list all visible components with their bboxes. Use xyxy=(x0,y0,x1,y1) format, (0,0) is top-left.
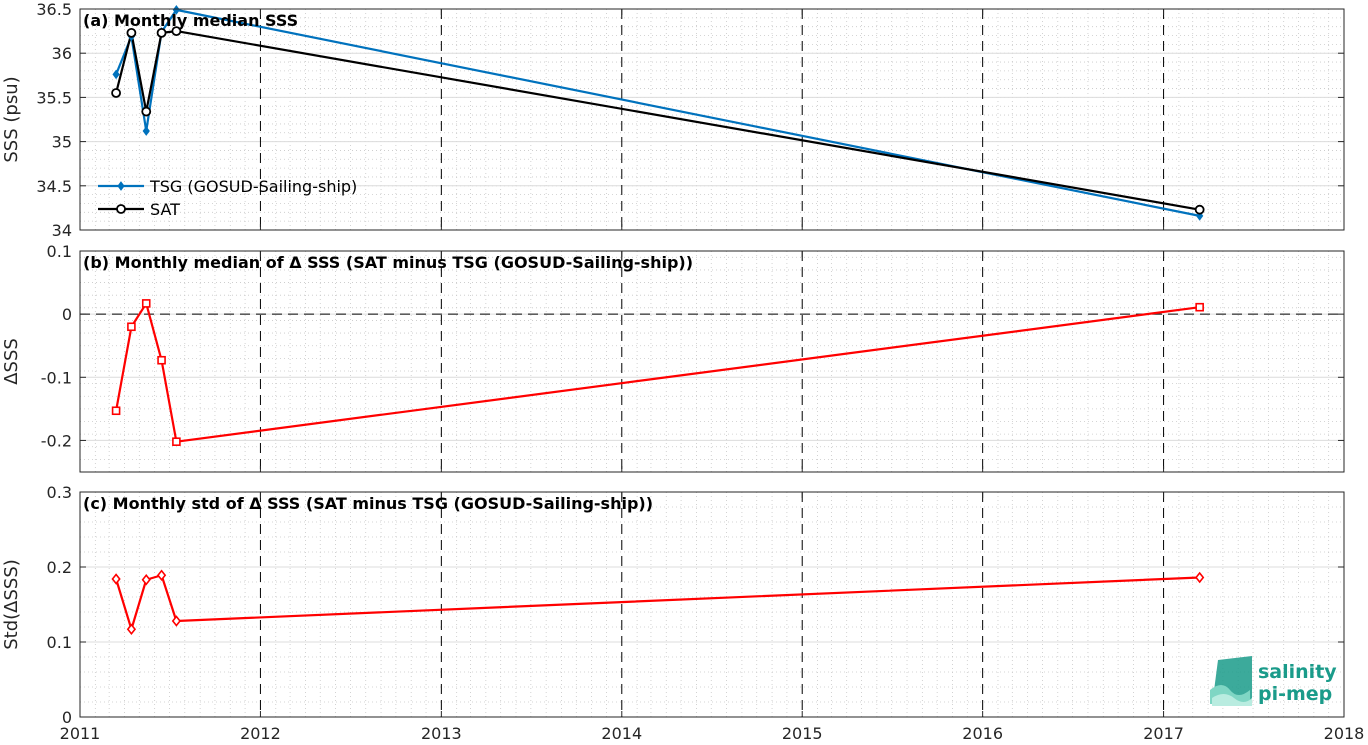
y-tick-label: 35.5 xyxy=(36,88,72,107)
x-tick-label: 2013 xyxy=(421,724,462,743)
y-axis-label: ΔSSS xyxy=(1,338,22,385)
y-tick-label: 0 xyxy=(62,305,72,324)
data-point xyxy=(116,204,126,214)
series-line-1 xyxy=(115,30,1200,211)
series-markers-1 xyxy=(111,26,1205,215)
data-point xyxy=(141,106,152,117)
x-tick-label: 2011 xyxy=(60,724,101,743)
data-point xyxy=(142,126,150,136)
legend-entry: TSG (GOSUD-Sailing-ship) xyxy=(149,177,357,196)
legend-entry: SAT xyxy=(150,200,180,219)
y-tick-label: 0.3 xyxy=(47,483,72,502)
series-line-0 xyxy=(115,302,1200,443)
plot-area xyxy=(80,9,1344,230)
data-point xyxy=(112,69,120,80)
data-point xyxy=(1195,571,1205,584)
series-markers-0 xyxy=(111,569,1205,636)
x-tick-label: 2014 xyxy=(601,724,642,743)
y-tick-label: 36 xyxy=(52,44,72,63)
data-point xyxy=(1195,302,1204,312)
y-tick-label: 34 xyxy=(52,221,72,240)
data-point xyxy=(111,88,121,98)
panel-b: -0.2 -0.1 0 0.1 ΔSSS (b) Monthly median of Δ … xyxy=(1,242,1345,473)
x-tick-label: 2016 xyxy=(962,724,1003,743)
y-tick-label: 34.5 xyxy=(36,177,72,196)
data-point xyxy=(156,569,167,582)
y-tick-label: 35 xyxy=(52,133,72,152)
panel-title: (a) Monthly median SSS xyxy=(83,11,298,30)
data-point xyxy=(141,573,151,586)
logo-text-pimep: pi-mep xyxy=(1258,683,1332,705)
axes-box xyxy=(79,491,1345,718)
data-point xyxy=(111,406,121,416)
series-line-0 xyxy=(115,574,1200,631)
legend: TSG (GOSUD-Sailing-ship) SAT xyxy=(98,177,357,219)
plot-area xyxy=(80,492,1344,717)
panel-title: (b) Monthly median of Δ SSS (SAT minus T… xyxy=(83,253,693,272)
data-point xyxy=(171,615,182,627)
year-lines xyxy=(259,492,1165,717)
plot-area xyxy=(80,251,1344,472)
data-point xyxy=(126,623,137,636)
y-tick-label: 36.5 xyxy=(36,0,72,19)
data-point xyxy=(126,27,137,38)
data-point xyxy=(157,355,166,365)
panel-a: 34 34.5 35 35.5 36 36.5 SSS (psu) (a) Monthly m… xyxy=(1,0,1345,240)
y-tick-label: 0.2 xyxy=(47,558,72,577)
x-tick-label: 2018 xyxy=(1324,724,1365,743)
y-tick-label: 0.1 xyxy=(47,633,72,652)
x-tick-label: 2015 xyxy=(782,724,823,743)
axes-box xyxy=(79,8,1345,231)
y-tick-label: 0 xyxy=(62,708,72,727)
panel-c: 0 0.1 0.2 0.3 2011 2012 2013 2014 2015 2016 2017 20… xyxy=(1,483,1364,743)
series-markers-0 xyxy=(111,299,1204,446)
data-point xyxy=(127,322,136,332)
axes-box xyxy=(79,250,1345,473)
data-point xyxy=(172,437,181,446)
y-tick-label: -0.1 xyxy=(41,368,72,387)
data-point xyxy=(111,573,121,585)
y-axis-label: SSS (psu) xyxy=(1,76,22,162)
panel-title: (c) Monthly std of Δ SSS (SAT minus TSG … xyxy=(83,494,653,513)
logo-wave xyxy=(1212,694,1252,706)
data-point xyxy=(1194,204,1205,215)
x-tick-label: 2012 xyxy=(240,724,281,743)
year-lines xyxy=(259,251,1165,472)
y-tick-label: 0.1 xyxy=(47,242,72,261)
data-point xyxy=(171,26,182,37)
data-point xyxy=(141,299,151,308)
logo-text-salinity: salinity xyxy=(1258,661,1337,683)
data-point xyxy=(156,27,167,38)
x-tick-label: 2017 xyxy=(1143,724,1184,743)
y-tick-label: -0.2 xyxy=(41,431,72,450)
y-axis-label: Std(ΔSSS) xyxy=(1,559,22,650)
data-point xyxy=(117,181,125,191)
